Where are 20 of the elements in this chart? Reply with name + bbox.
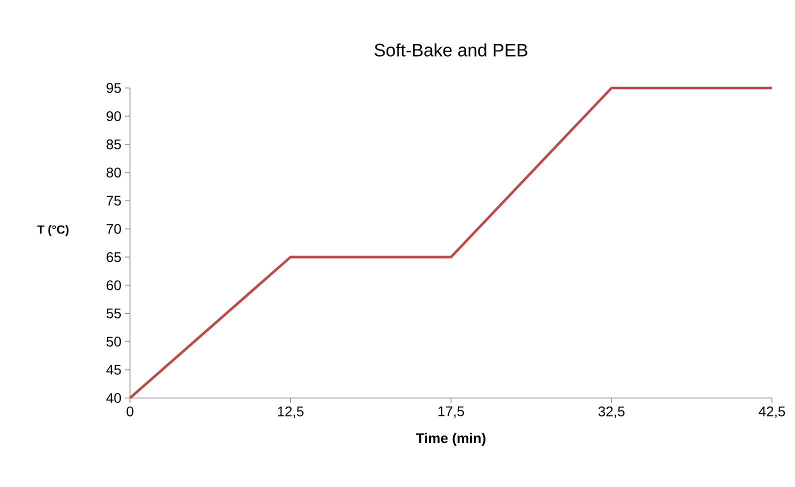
y-tick-label: 95 xyxy=(106,83,121,93)
y-tick-label: 80 xyxy=(106,168,121,178)
y-tick-label: 65 xyxy=(106,252,121,262)
x-tick-label: 32,5 xyxy=(598,406,624,418)
y-tick-label: 90 xyxy=(106,111,121,122)
y-tick-label: 50 xyxy=(106,336,121,347)
y-tick-label: 55 xyxy=(106,308,121,318)
x-tick-label: 17,5 xyxy=(438,406,464,418)
y-tick-label: 60 xyxy=(106,280,121,290)
x-tick-label: 0 xyxy=(126,406,134,416)
x-axis-title: Time (min) xyxy=(416,432,486,446)
x-tick-label: 42,5 xyxy=(758,406,785,418)
y-tick-label: 70 xyxy=(106,224,121,234)
x-tick-label: 12,5 xyxy=(278,406,304,418)
y-tick-label: 40 xyxy=(106,393,121,403)
y-tick-label: 45 xyxy=(106,364,121,375)
y-tick-label: 85 xyxy=(106,139,121,150)
y-axis-title: T (°C) xyxy=(37,225,69,236)
y-tick-label: 75 xyxy=(106,196,121,206)
chart-title: Soft-Bake and PEB xyxy=(374,43,528,56)
